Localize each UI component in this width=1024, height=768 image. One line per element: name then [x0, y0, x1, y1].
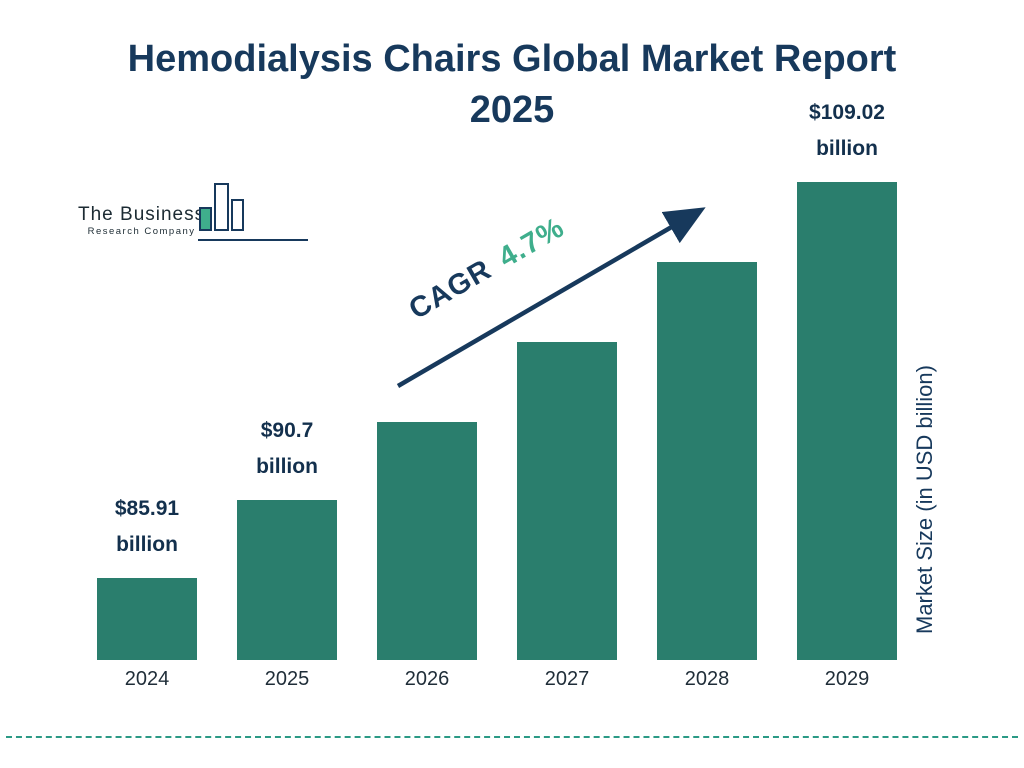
bar-2029 — [797, 182, 897, 660]
x-tick-2024: 2024 — [124, 668, 170, 690]
bar-slot-2024: $85.91 billion — [97, 182, 197, 660]
bar-value-label-2025: $90.7 billion — [256, 418, 318, 479]
bar-value-label-2024: $85.91 billion — [114, 496, 180, 557]
company-logo-text: The Business Research Company — [78, 204, 205, 237]
bar-slot-2026 — [377, 182, 477, 660]
page-title: Hemodialysis Chairs Global Market Report… — [127, 38, 897, 132]
x-tick-2029: 2029 — [824, 668, 870, 690]
x-tick-2028: 2028 — [684, 668, 730, 690]
logo-bars-icon — [198, 183, 308, 241]
bar-2026 — [377, 422, 477, 660]
bar-slot-2028 — [657, 182, 757, 660]
bar-2025 — [237, 500, 337, 660]
logo-line1: The Business — [78, 204, 206, 225]
bar-2024 — [97, 578, 197, 660]
bar-slot-2025: $90.7 billion — [237, 182, 337, 660]
bar-2028 — [657, 262, 757, 660]
y-axis-title: Market Size (in USD billion) — [912, 365, 937, 635]
x-tick-2025: 2025 — [264, 668, 310, 690]
logo-line2: Research Company — [87, 226, 196, 237]
bar-2027 — [517, 342, 617, 660]
bars-container: $85.91 billion $90.7 billion $109.02 billion — [97, 101, 897, 660]
bar-slot-2029: $109.02 billion — [797, 101, 897, 660]
x-axis-labels: 2024 2025 2026 2027 2028 2029 — [97, 668, 897, 691]
x-tick-2027: 2027 — [544, 668, 590, 690]
bar-slot-2027 — [517, 182, 617, 660]
x-tick-2026: 2026 — [404, 668, 450, 690]
bar-value-label-2029: $109.02 billion — [809, 100, 885, 161]
bottom-divider — [6, 736, 1018, 738]
company-logo: The Business Research Company — [70, 178, 308, 248]
